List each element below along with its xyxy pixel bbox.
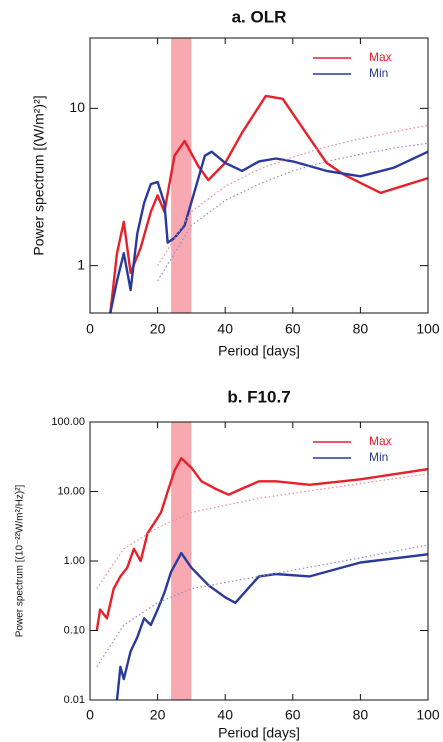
y-axis-label: Power spectrum [(W/m²)²] (31, 95, 47, 255)
chart-title: a. OLR (232, 7, 287, 26)
x-tick-label: 100 (416, 321, 440, 337)
x-tick-label: 60 (285, 321, 301, 337)
reference-line (157, 124, 428, 266)
x-tick-label: 80 (353, 321, 369, 337)
plot-frame (89, 37, 429, 314)
x-tick-label: 60 (285, 707, 301, 723)
y-tick-label: 10.00 (57, 485, 85, 497)
y-tick-label: 0.01 (64, 694, 85, 706)
chart-title: b. F10.7 (227, 387, 290, 406)
y-tick-label: 10 (69, 99, 85, 115)
series-line (115, 551, 428, 700)
y-tick-label: 0.10 (64, 624, 85, 636)
x-tick-label: 80 (353, 707, 369, 723)
x-tick-label: 20 (150, 321, 166, 337)
reference-line (96, 544, 428, 668)
x-tick-label: 0 (86, 321, 94, 337)
legend-label: Max (369, 50, 392, 64)
legend-label: Max (369, 434, 392, 448)
x-tick-label: 40 (217, 707, 233, 723)
legend-label: Min (369, 66, 388, 80)
x-axis-label: Period [days] (218, 343, 300, 359)
legend-label: Min (369, 450, 388, 464)
x-tick-label: 0 (86, 707, 94, 723)
y-tick-label: 100.00 (51, 416, 85, 428)
x-tick-label: 100 (416, 707, 440, 723)
reference-line (96, 473, 428, 590)
x-tick-label: 20 (150, 707, 166, 723)
x-tick-label: 40 (217, 321, 233, 337)
reference-line (157, 142, 428, 282)
y-tick-label: 1.00 (64, 555, 85, 567)
shaded-band (171, 38, 192, 313)
series-line (109, 150, 428, 313)
y-axis-label: Power spectrum [(10⁻²²W/m²/Hz)²] (15, 485, 26, 638)
series-line (95, 457, 428, 631)
y-tick-label: 1 (77, 256, 85, 272)
shaded-band (171, 422, 192, 700)
x-axis-label: Period [days] (218, 725, 300, 741)
